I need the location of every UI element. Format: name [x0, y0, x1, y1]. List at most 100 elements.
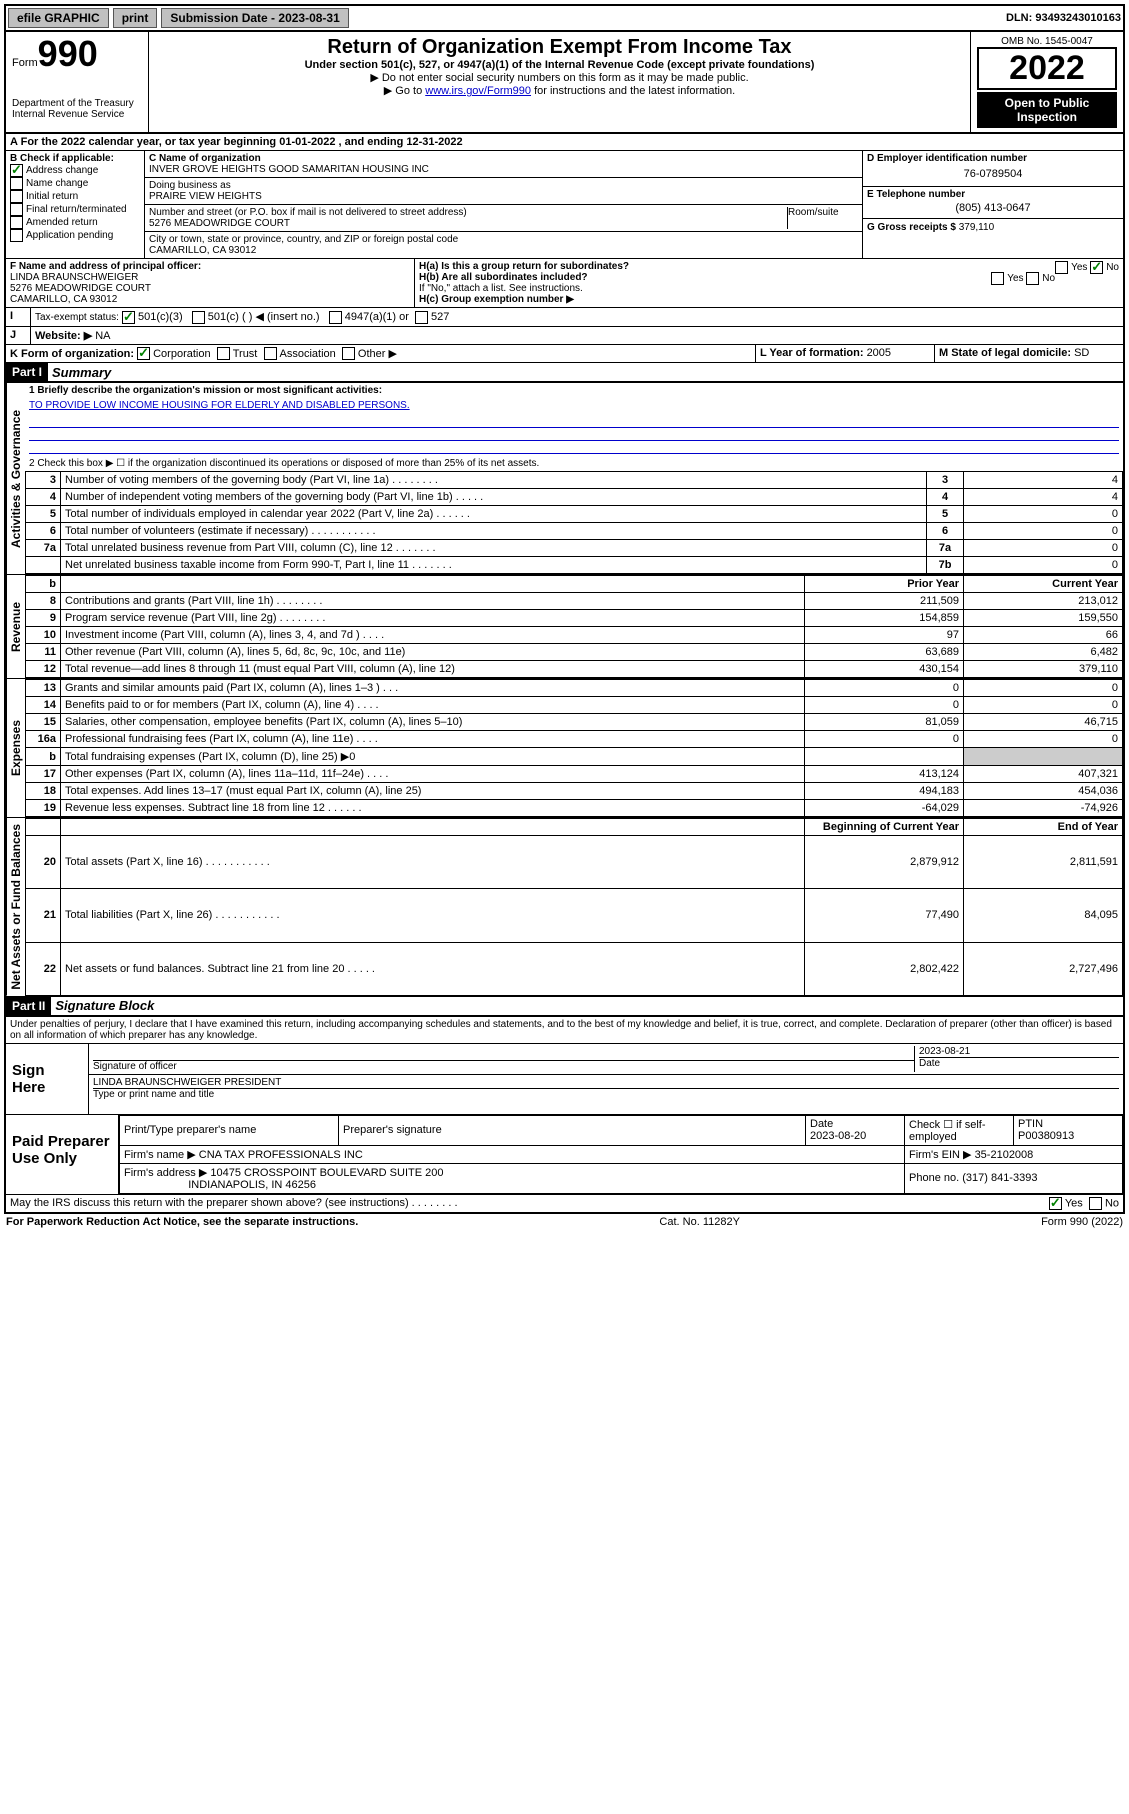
ha-label: H(a) Is this a group return for subordin… — [419, 261, 629, 272]
discuss-yes-checkbox[interactable] — [1049, 1197, 1062, 1210]
officer-name: LINDA BRAUNSCHWEIGER — [10, 272, 410, 283]
city-value: CAMARILLO, CA 93012 — [149, 245, 858, 256]
form-number: 990 — [38, 33, 98, 74]
sign-date: 2023-08-21 — [919, 1046, 1119, 1057]
table-row: 20Total assets (Part X, line 16) . . . .… — [26, 836, 1123, 889]
netassets-section: Net Assets or Fund Balances Beginning of… — [4, 818, 1125, 997]
efile-badge: efile GRAPHIC — [8, 8, 109, 28]
officer-addr1: 5276 MEADOWRIDGE COURT — [10, 283, 410, 294]
begin-year-header: Beginning of Current Year — [805, 819, 964, 836]
table-row: 6Total number of volunteers (estimate if… — [26, 523, 1123, 540]
irs-link[interactable]: www.irs.gov/Form990 — [425, 85, 531, 97]
table-row: 4Number of independent voting members of… — [26, 489, 1123, 506]
table-row: 16aProfessional fundraising fees (Part I… — [26, 731, 1123, 748]
mission-label: 1 Briefly describe the organization's mi… — [25, 383, 1123, 398]
sign-here-label: Sign Here — [6, 1044, 89, 1114]
top-bar: efile GRAPHIC print Submission Date - 20… — [4, 4, 1125, 32]
domicile-label: M State of legal domicile: — [939, 347, 1074, 359]
part1-title: Summary — [48, 365, 111, 380]
netassets-vlabel: Net Assets or Fund Balances — [6, 818, 25, 996]
page-footer: For Paperwork Reduction Act Notice, see … — [4, 1213, 1125, 1230]
officer-h-block: F Name and address of principal officer:… — [4, 259, 1125, 308]
initial-return-checkbox[interactable] — [10, 190, 23, 203]
revenue-vlabel: Revenue — [6, 575, 25, 678]
domicile-value: SD — [1074, 347, 1089, 359]
501c3-checkbox[interactable] — [122, 311, 135, 324]
end-year-header: End of Year — [964, 819, 1123, 836]
firm-addr1: 10475 CROSSPOINT BOULEVARD SUITE 200 — [210, 1167, 443, 1179]
expenses-table: 13Grants and similar amounts paid (Part … — [25, 679, 1123, 817]
officer-addr2: CAMARILLO, CA 93012 — [10, 294, 410, 305]
addr-label: Number and street (or P.O. box if mail i… — [149, 207, 787, 218]
527-checkbox[interactable] — [415, 311, 428, 324]
501c-checkbox[interactable] — [192, 311, 205, 324]
officer-label: F Name and address of principal officer: — [10, 261, 410, 272]
table-row: 17Other expenses (Part IX, column (A), l… — [26, 766, 1123, 783]
sign-date-label: Date — [919, 1058, 1119, 1069]
ein-label: D Employer identification number — [867, 153, 1119, 164]
phone-label: E Telephone number — [867, 189, 1119, 200]
gross-label: G Gross receipts $ — [867, 222, 959, 233]
hb-no-checkbox[interactable] — [1026, 272, 1039, 285]
year-formation: 2005 — [867, 347, 891, 359]
table-row: 8Contributions and grants (Part VIII, li… — [26, 593, 1123, 610]
firm-ein: 35-2102008 — [975, 1149, 1034, 1161]
ha-no-checkbox[interactable] — [1090, 261, 1103, 274]
website-value: NA — [95, 330, 110, 342]
print-button[interactable]: print — [113, 8, 158, 28]
governance-table: 3Number of voting members of the governi… — [25, 471, 1123, 574]
period-row: A For the 2022 calendar year, or tax yea… — [4, 134, 1125, 151]
table-row: 3Number of voting members of the governi… — [26, 472, 1123, 489]
year-formation-label: L Year of formation: — [760, 347, 867, 359]
firm-addr2: INDIANAPOLIS, IN 46256 — [188, 1179, 316, 1191]
footer-left: For Paperwork Reduction Act Notice, see … — [6, 1216, 358, 1228]
table-row: 9Program service revenue (Part VIII, lin… — [26, 610, 1123, 627]
other-checkbox[interactable] — [342, 347, 355, 360]
firm-ein-label: Firm's EIN ▶ — [909, 1149, 975, 1161]
part2-tag: Part II — [6, 997, 51, 1015]
table-row: 13Grants and similar amounts paid (Part … — [26, 680, 1123, 697]
preparer-table: Print/Type preparer's name Preparer's si… — [119, 1115, 1123, 1194]
name-change-checkbox[interactable] — [10, 177, 23, 190]
preparer-block: Paid Preparer Use Only Print/Type prepar… — [4, 1115, 1125, 1195]
org-name-label: C Name of organization — [149, 153, 858, 164]
tax-year: 2022 — [977, 47, 1117, 90]
signer-name-label: Type or print name and title — [93, 1089, 1119, 1100]
4947-checkbox[interactable] — [329, 311, 342, 324]
addr-value: 5276 MEADOWRIDGE COURT — [149, 218, 787, 229]
self-employed-check: Check ☐ if self-employed — [905, 1115, 1014, 1145]
prep-name-header: Print/Type preparer's name — [120, 1115, 339, 1145]
declaration-text: Under penalties of perjury, I declare th… — [6, 1017, 1123, 1043]
table-row: 15Salaries, other compensation, employee… — [26, 714, 1123, 731]
part1-header: Part I Summary — [4, 363, 1125, 383]
table-row: 11Other revenue (Part VIII, column (A), … — [26, 644, 1123, 661]
phone-value: (805) 413-0647 — [867, 200, 1119, 216]
mission-text: TO PROVIDE LOW INCOME HOUSING FOR ELDERL… — [25, 398, 1123, 413]
assoc-checkbox[interactable] — [264, 347, 277, 360]
form-org-label: K Form of organization: — [10, 348, 134, 360]
app-pending-checkbox[interactable] — [10, 229, 23, 242]
trust-checkbox[interactable] — [217, 347, 230, 360]
table-row: 10Investment income (Part VIII, column (… — [26, 627, 1123, 644]
discuss-no-checkbox[interactable] — [1089, 1197, 1102, 1210]
form-header: Form990 Department of the Treasury Inter… — [4, 32, 1125, 134]
identity-block: B Check if applicable: Address change Na… — [4, 151, 1125, 259]
ha-yes-checkbox[interactable] — [1055, 261, 1068, 274]
form-label: Form — [12, 57, 38, 69]
amended-return-checkbox[interactable] — [10, 216, 23, 229]
gross-value: 379,110 — [959, 222, 994, 233]
form-org-row: K Form of organization: Corporation Trus… — [4, 345, 1125, 364]
addr-change-checkbox[interactable] — [10, 164, 23, 177]
part2-title: Signature Block — [51, 998, 154, 1013]
discuss-row: May the IRS discuss this return with the… — [4, 1195, 1125, 1213]
corp-checkbox[interactable] — [137, 347, 150, 360]
final-return-checkbox[interactable] — [10, 203, 23, 216]
table-row: Net unrelated business taxable income fr… — [26, 557, 1123, 574]
ptin-value: P00380913 — [1018, 1130, 1074, 1142]
table-row: 5Total number of individuals employed in… — [26, 506, 1123, 523]
hb-yes-checkbox[interactable] — [991, 272, 1004, 285]
table-row: bTotal fundraising expenses (Part IX, co… — [26, 748, 1123, 766]
firm-phone-label: Phone no. — [909, 1172, 962, 1184]
goto-note: ▶ Go to www.irs.gov/Form990 for instruct… — [155, 84, 964, 97]
firm-addr-label: Firm's address ▶ — [124, 1167, 207, 1179]
